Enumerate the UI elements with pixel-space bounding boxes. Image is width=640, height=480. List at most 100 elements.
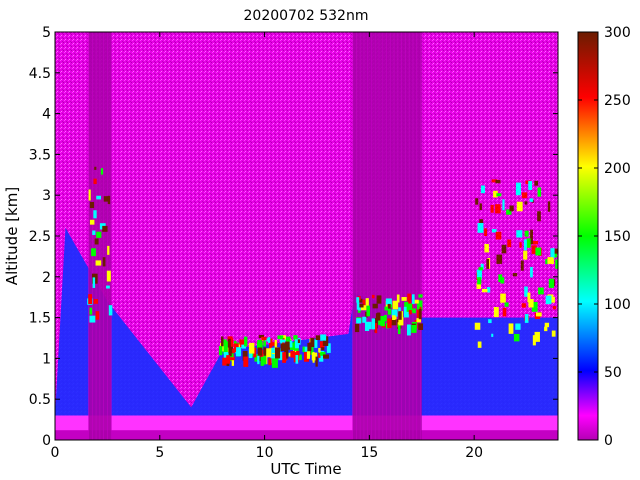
cloud-speck [406, 303, 413, 312]
cloud-speck [93, 299, 99, 304]
y-tick-label: 1.5 [29, 311, 51, 327]
cloud-speck [477, 341, 482, 348]
cloud-speck [285, 336, 291, 343]
cloud-speck [524, 314, 529, 323]
cloud-speck [484, 228, 488, 237]
cloud-speck [380, 315, 385, 327]
no-data-gap [352, 32, 422, 440]
cloud-speck [91, 248, 96, 257]
cloud-speck [515, 182, 521, 194]
cloud-speck [551, 330, 556, 337]
cloud-speck [532, 335, 536, 346]
cloud-speck [374, 323, 378, 334]
cloud-speck [94, 166, 97, 170]
cloud-speck [396, 294, 400, 303]
cloud-speck [548, 278, 555, 288]
cloud-speck [89, 307, 93, 315]
cloud-speck [401, 297, 407, 301]
cloud-speck [476, 269, 483, 279]
x-tick-label: 0 [51, 445, 60, 461]
cloud-speck [507, 239, 512, 248]
cloud-speck [223, 352, 229, 361]
cloud-speck [491, 179, 498, 183]
cloud-speck [297, 354, 302, 361]
cloud-speck [509, 205, 514, 212]
cloud-speck [88, 294, 93, 305]
cloud-speck [318, 348, 321, 353]
cloud-speck [231, 357, 235, 366]
cloud-speck [277, 335, 284, 340]
cloud-speck [411, 294, 415, 305]
cloud-speck [404, 301, 409, 310]
cloud-speck [315, 335, 321, 341]
cloud-speck [498, 274, 503, 283]
cloud-speck [416, 304, 420, 310]
cloud-speck [523, 239, 527, 251]
cloud-speck [555, 259, 558, 269]
cloud-speck [537, 187, 542, 197]
colorbar-tick-label: 0 [604, 433, 613, 449]
cloud-speck [322, 336, 329, 346]
y-tick-label: 2 [42, 270, 51, 286]
ground-band [55, 430, 558, 440]
cloud-speck [302, 346, 305, 353]
cloud-speck [513, 333, 520, 342]
cloud-speck [418, 323, 424, 330]
cloud-speck [294, 339, 299, 349]
cloud-speck [495, 179, 501, 184]
cloud-speck [243, 356, 249, 367]
cloud-speck [474, 322, 481, 330]
cloud-speck [258, 334, 265, 339]
cloud-speck [418, 308, 422, 320]
cloud-speck [529, 198, 534, 202]
cloud-speck [416, 318, 422, 323]
cloud-speck [535, 247, 542, 256]
cloud-speck [222, 357, 227, 366]
cloud-speck [527, 292, 531, 303]
cloud-speck [314, 339, 318, 348]
cloud-speck [293, 346, 297, 357]
cloud-speck [282, 352, 287, 363]
cloud-speck [515, 323, 521, 330]
cloud-speck [257, 355, 260, 365]
cloud-speck [257, 339, 263, 346]
cloud-speck [102, 257, 106, 267]
cloud-speck [384, 306, 389, 311]
cloud-speck [387, 308, 392, 315]
cloud-speck [397, 324, 401, 335]
y-axis-label: Altitude [km] [3, 187, 21, 285]
cloud-speck [89, 201, 95, 209]
colorbar-tick-label: 300 [604, 25, 631, 41]
cloud-speck [495, 231, 502, 240]
cloud-speck [102, 225, 108, 232]
cloud-speck [260, 356, 264, 366]
cloud-speck [491, 229, 497, 233]
cloud-speck [228, 345, 233, 354]
cloud-speck [487, 287, 491, 293]
cloud-speck [403, 306, 409, 318]
cloud-speck [263, 347, 267, 357]
cloud-speck [89, 315, 96, 323]
cloud-speck [319, 341, 325, 348]
cloud-speck [486, 258, 490, 269]
colorbar-tick-label: 250 [604, 93, 631, 109]
cloud-speck [318, 352, 321, 358]
colorbar-tick-label: 100 [604, 297, 631, 313]
cloud-speck [242, 351, 248, 361]
x-tick-label: 5 [155, 445, 164, 461]
cloud-speck [398, 307, 401, 313]
cloud-speck [306, 351, 311, 359]
cloud-speck [412, 308, 416, 314]
cloud-speck [360, 305, 367, 311]
cloud-speck [236, 347, 240, 357]
cloud-speck [525, 180, 531, 184]
cloud-speck [387, 318, 392, 328]
y-tick-label: 4 [42, 107, 51, 123]
cloud-speck [549, 296, 555, 303]
cloud-speck [506, 209, 512, 215]
chart-title: 20200702 532nm [244, 8, 369, 24]
cloud-speck [310, 337, 315, 348]
cloud-speck [479, 203, 482, 211]
cloud-speck [547, 201, 551, 212]
